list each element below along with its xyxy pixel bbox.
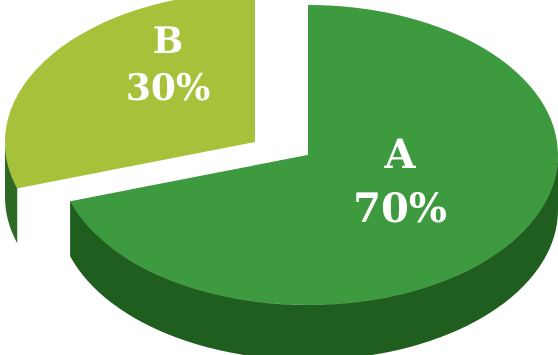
slice-top xyxy=(4,0,255,189)
slice-percent-label: 30% xyxy=(126,67,210,109)
slice-name-label: B xyxy=(153,20,183,62)
slice-percent-label: 70% xyxy=(353,185,447,232)
slice-name-label: A xyxy=(383,131,416,178)
slice-top xyxy=(70,5,558,305)
slice-side-wall xyxy=(5,142,18,244)
pie-slice-a: A 70% xyxy=(70,5,558,355)
pie-slice-b: B 30% xyxy=(4,0,255,244)
slice-side-wall xyxy=(70,155,558,355)
